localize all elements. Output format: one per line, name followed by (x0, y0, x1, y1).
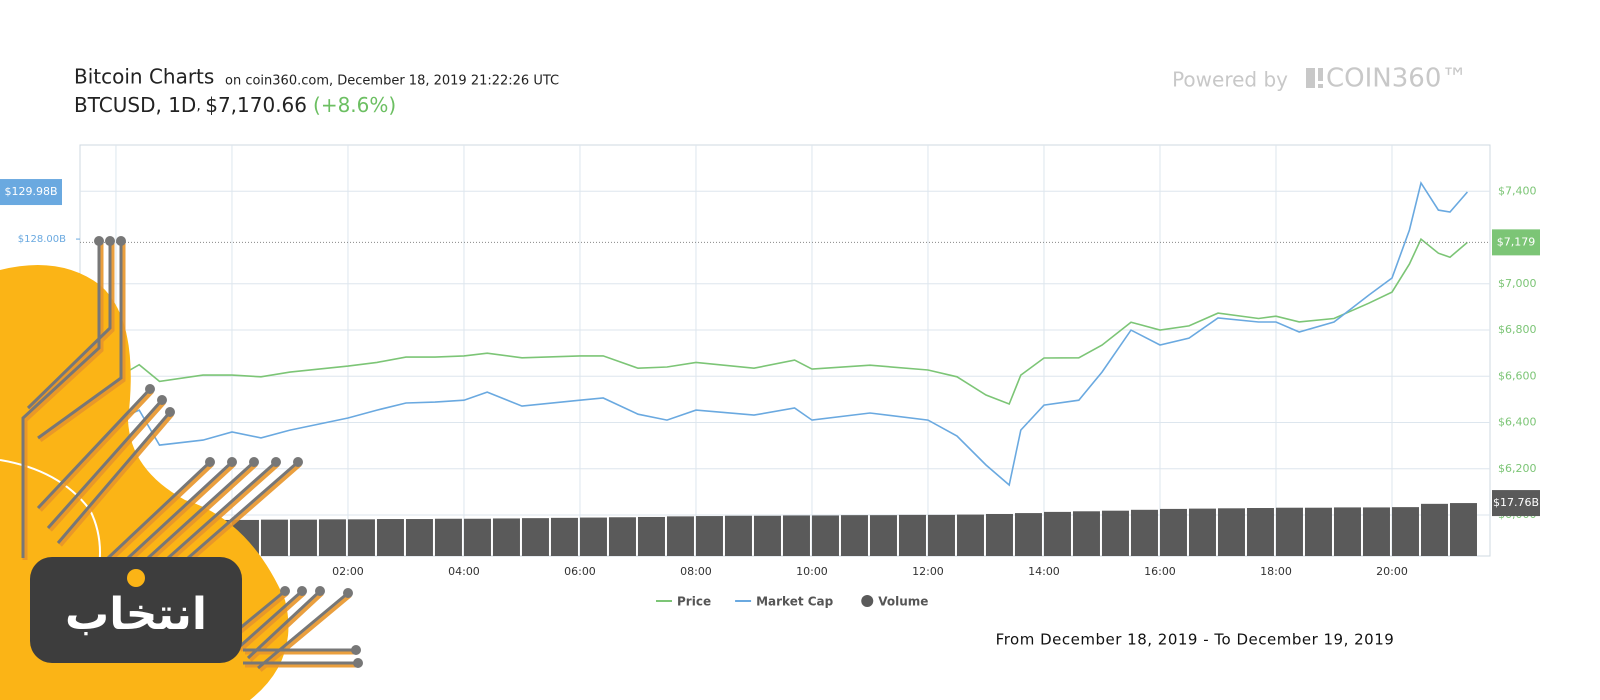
legend-label: Market Cap (756, 595, 834, 609)
brand-icon (1318, 68, 1323, 81)
y2-tick-label: $128.00B (18, 234, 66, 245)
volume-bar (840, 515, 868, 556)
volume-bar (898, 514, 926, 556)
volume-bar (869, 515, 897, 556)
pair: BTCUSD, 1D, $7,170.66 (+8.6%) (74, 93, 396, 117)
volume-bar (318, 519, 346, 556)
y-tick-label: $6,400 (1498, 416, 1537, 429)
chart-title: Bitcoin Charts (74, 65, 214, 89)
grid (80, 145, 1490, 556)
watermark-logo: انتخاب (0, 236, 363, 700)
volume-bar (1072, 511, 1100, 556)
volume-bar (463, 518, 491, 556)
plot-frame (79, 144, 1491, 557)
volume-bar (1130, 509, 1158, 556)
current-value-label: $7,179 (1497, 235, 1536, 248)
volume-bar (1391, 507, 1419, 556)
volume-bar (1014, 513, 1042, 556)
volume-bar (1101, 510, 1129, 556)
separator: , (196, 98, 205, 114)
x-tick-label: 04:00 (448, 565, 480, 578)
volume-bar (1188, 508, 1216, 556)
pair-name: BTCUSD (74, 93, 155, 117)
interval: 1D (168, 93, 196, 117)
volume-bar (1275, 507, 1303, 556)
volume-bar (956, 514, 984, 556)
current-value-box (1492, 229, 1540, 256)
brand: COIN360™ (1326, 64, 1467, 94)
x-tick-label: 12:00 (912, 565, 944, 578)
x-tick-label: 16:00 (1144, 565, 1176, 578)
volume-bar (1159, 508, 1187, 556)
volume-bar (1246, 508, 1274, 556)
logo-coin (127, 569, 145, 587)
volume-bar (376, 519, 404, 556)
price: $7,170.66 (205, 93, 307, 117)
volume-bar (1217, 508, 1245, 556)
current-value-label: $129.98B (4, 185, 57, 198)
volume-bar (1420, 503, 1448, 556)
volume-bar (550, 517, 578, 556)
volume-bar (753, 515, 781, 556)
volume-bar (782, 515, 810, 556)
volume-bar (289, 519, 317, 556)
series-line (115, 237, 1468, 406)
volume-bar (985, 513, 1013, 556)
logo-badge (30, 557, 242, 663)
x-tick-label: 06:00 (564, 565, 596, 578)
date-range: From December 18, 2019 - To December 19,… (996, 631, 1395, 649)
volume-bar (1043, 511, 1071, 556)
circuit-shadow (22, 243, 360, 672)
x-tick-label: 18:00 (1260, 565, 1292, 578)
volume-bar (724, 515, 752, 556)
x-tick-label: 20:00 (1376, 565, 1408, 578)
x-tick-label: 02:00 (332, 565, 364, 578)
y-tick-label: $7,000 (1498, 277, 1537, 290)
brand-icon (1306, 68, 1315, 88)
volume-bar (521, 518, 549, 556)
volume-bar (927, 514, 955, 556)
volume-bar (405, 519, 433, 556)
volume-bar (492, 518, 520, 556)
volume-bar (695, 516, 723, 556)
volume-bar (347, 519, 375, 556)
x-tick-label: 14:00 (1028, 565, 1060, 578)
y-tick-label: $6,800 (1498, 323, 1537, 336)
current-value-box (1492, 490, 1540, 517)
volume-bar (608, 517, 636, 556)
legend-swatch (861, 595, 874, 607)
volume-bar (666, 516, 694, 556)
volume-bar (637, 516, 665, 556)
circuit-dots (94, 236, 363, 668)
volume-bar (579, 517, 607, 556)
y-tick-label: $6,200 (1498, 462, 1537, 475)
x-tick-label: 10:00 (796, 565, 828, 578)
change: (+8.6%) (313, 93, 396, 117)
separator: , (155, 93, 168, 117)
chart-subtitle: on coin360.com, December 18, 2019 21:22:… (225, 74, 559, 89)
legend-label: Volume (878, 595, 928, 609)
series-line (115, 181, 1469, 487)
powered-by: Powered by (1172, 68, 1288, 92)
volume-bar (1304, 507, 1332, 556)
y-tick-label: $7,400 (1498, 184, 1537, 197)
legend-label: Price (677, 595, 711, 609)
volume-bar (811, 515, 839, 556)
volume-bar (434, 518, 462, 556)
brand-icon (1318, 84, 1323, 88)
volume-bar (1362, 507, 1390, 556)
logo-text: انتخاب (65, 589, 207, 640)
volume-bar (1449, 503, 1477, 556)
volume-bar (260, 519, 288, 556)
x-tick-label: 08:00 (680, 565, 712, 578)
y-tick-label: $6,600 (1498, 369, 1537, 382)
current-value-label: $17.76B (1493, 496, 1539, 509)
current-value-box (0, 179, 62, 206)
volume-bar (1333, 507, 1361, 556)
data (80, 181, 1490, 556)
